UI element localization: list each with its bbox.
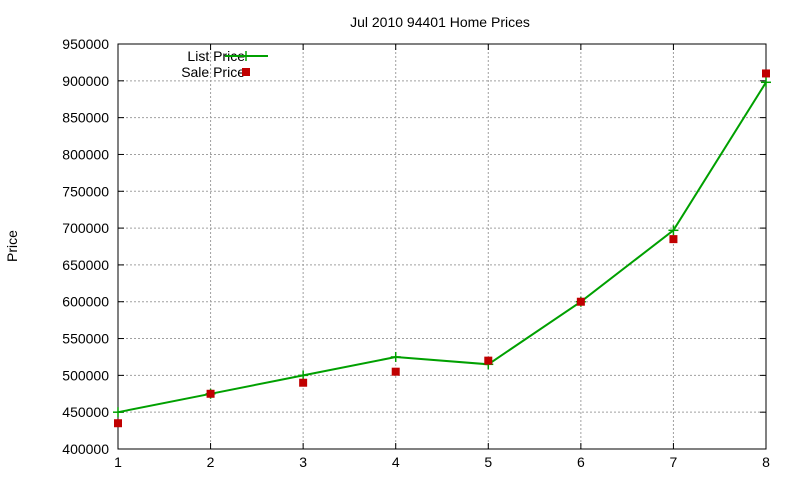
y-tick-label: 700000 [62, 220, 109, 236]
sale-price-point [669, 235, 678, 244]
sale-price-point [762, 69, 770, 78]
y-tick-label: 550000 [62, 331, 109, 347]
y-tick-label: 650000 [62, 257, 109, 273]
y-tick-label: 850000 [62, 110, 109, 126]
plot-frame [117, 43, 767, 450]
y-tick-label: 750000 [62, 183, 109, 199]
list-price-point [668, 225, 679, 236]
axis-layer: 400000 450000 500000 550000 600000 650000 7000… [62, 36, 770, 470]
series-layer [113, 69, 771, 428]
x-tick-label: 8 [762, 454, 770, 470]
y-axis-label: Price [4, 230, 20, 262]
grid-layer [118, 44, 766, 449]
y-tick-label: 400000 [62, 441, 109, 457]
list-price-point [113, 407, 123, 418]
list-price-point [298, 370, 309, 381]
legend-swatch-square [242, 68, 250, 76]
y-tick-label: 800000 [62, 146, 109, 162]
x-tick-label: 2 [207, 454, 215, 470]
y-tick-label: 600000 [62, 294, 109, 310]
x-tick-label: 5 [484, 454, 492, 470]
y-tick-label: 450000 [62, 404, 109, 420]
list-price-point [761, 77, 771, 88]
list-price-point [390, 351, 401, 362]
y-tick-label: 500000 [62, 367, 109, 383]
y-tick-label: 950000 [62, 36, 109, 52]
sale-price-point [484, 356, 493, 365]
sale-price-point [114, 419, 122, 428]
sale-price-point [576, 297, 585, 306]
x-tick-label: 6 [577, 454, 585, 470]
sale-price-point [206, 389, 215, 398]
chart-title: Jul 2010 94401 Home Prices [350, 14, 530, 30]
x-tick-label: 7 [670, 454, 678, 470]
x-tick-label: 1 [114, 454, 122, 470]
sale-price-point [299, 378, 308, 387]
sale-price-point [391, 367, 400, 376]
legend-label: Sale Price [181, 64, 245, 80]
x-tick-label: 3 [299, 454, 307, 470]
list-price-line [117, 81, 767, 414]
legend-label: List Price [187, 48, 245, 64]
x-tick-label: 4 [392, 454, 400, 470]
y-tick-label: 900000 [62, 73, 109, 89]
